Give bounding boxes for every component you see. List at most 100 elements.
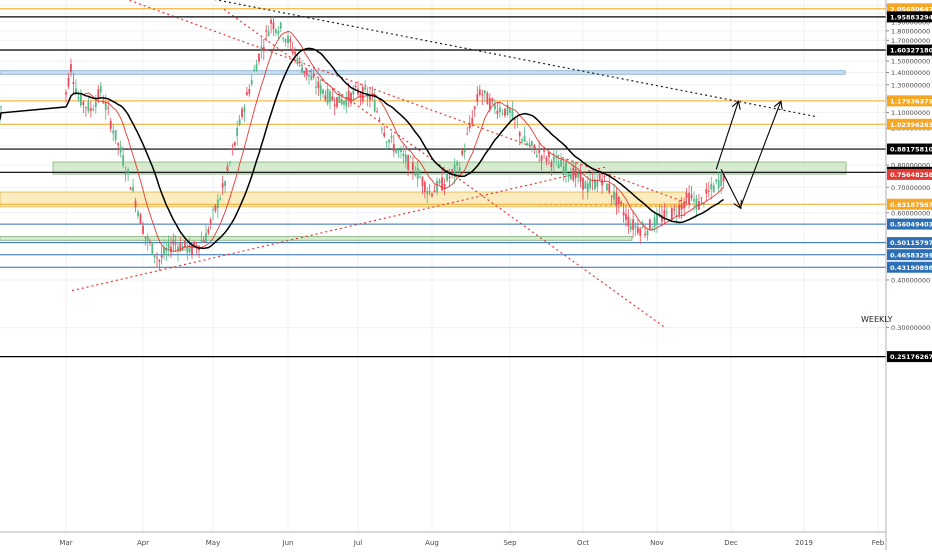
candle-body bbox=[84, 107, 87, 108]
candle-body bbox=[301, 67, 303, 73]
candle-body bbox=[236, 127, 239, 136]
candle-body bbox=[584, 181, 587, 189]
candle-body bbox=[526, 143, 528, 146]
candle-body bbox=[586, 183, 589, 193]
candle-body bbox=[582, 177, 584, 190]
candle-body bbox=[200, 240, 203, 242]
candle-body bbox=[603, 175, 606, 178]
candle-body bbox=[569, 174, 572, 180]
candle-body bbox=[412, 162, 414, 171]
candle-body bbox=[361, 86, 364, 102]
price-label: 0.25176267 bbox=[890, 353, 932, 361]
candle-body bbox=[451, 169, 454, 172]
candle-body bbox=[707, 190, 710, 193]
y-tick-label: 1.70000000 bbox=[891, 37, 930, 45]
candle-body bbox=[675, 214, 678, 216]
candle-body bbox=[160, 255, 163, 258]
candle-body bbox=[122, 155, 125, 166]
candle-body bbox=[326, 88, 329, 104]
candle-body bbox=[308, 74, 310, 77]
price-label-box bbox=[887, 198, 932, 210]
y-tick-label: 0.80000000 bbox=[891, 162, 930, 170]
candle-body bbox=[613, 191, 615, 200]
y-tick-label: 0.30000000 bbox=[891, 324, 930, 332]
candle-body bbox=[193, 241, 196, 247]
candle-body bbox=[87, 101, 90, 112]
price-label: 1.17936379 bbox=[890, 97, 932, 105]
candle-body bbox=[700, 197, 703, 199]
candle-body bbox=[380, 128, 383, 130]
candle-body bbox=[673, 208, 676, 211]
candle-body bbox=[224, 181, 226, 186]
candle-body bbox=[186, 245, 189, 253]
candle-body bbox=[538, 149, 541, 154]
candle-body bbox=[625, 214, 627, 220]
candle-body bbox=[509, 109, 511, 113]
resistance-zone-blue bbox=[0, 70, 846, 75]
candle-body bbox=[690, 194, 693, 199]
trendline-black-dotted bbox=[214, 0, 819, 118]
candle-body bbox=[458, 167, 461, 173]
candle-body bbox=[352, 90, 355, 95]
price-label: 0.75648258 bbox=[890, 171, 932, 179]
candle-body bbox=[296, 57, 299, 64]
x-tick-label: Feb bbox=[872, 539, 885, 547]
candle-body bbox=[468, 122, 471, 129]
candle-body bbox=[407, 155, 410, 170]
candle-body bbox=[158, 260, 161, 262]
candle-body bbox=[315, 86, 317, 88]
candle-body bbox=[0, 106, 2, 108]
candle-body bbox=[383, 132, 386, 137]
price-label-box bbox=[887, 95, 932, 107]
price-label: 0.46583299 bbox=[890, 251, 932, 259]
candle-body bbox=[127, 169, 129, 173]
arrow-down bbox=[720, 169, 740, 207]
candle-body bbox=[80, 93, 82, 106]
candle-body bbox=[617, 196, 620, 205]
candle-body bbox=[82, 101, 85, 106]
candle-body bbox=[620, 201, 623, 205]
candle-body bbox=[400, 149, 402, 152]
y-tick-label: 1.50000000 bbox=[891, 58, 930, 66]
candle-body bbox=[260, 46, 263, 50]
candle-body bbox=[565, 162, 567, 174]
candle-body bbox=[167, 241, 170, 249]
candle-body bbox=[562, 166, 565, 175]
time-axis[interactable]: Mar Apr May Jun Jul Aug Sep Oct Nov Dec 2019 Feb bbox=[0, 531, 886, 547]
price-axis[interactable]: 2.100000002.000000001.900000001.80000000… bbox=[885, 0, 932, 550]
candle-body bbox=[702, 203, 705, 205]
candle-body bbox=[419, 176, 421, 178]
candle-body bbox=[134, 200, 137, 208]
x-tick-label: May bbox=[206, 539, 220, 547]
x-tick-label: Jul bbox=[353, 539, 363, 547]
candle-body bbox=[347, 91, 350, 101]
candle-body bbox=[229, 162, 231, 164]
support-zone-green-low bbox=[0, 235, 633, 241]
candle-body bbox=[648, 219, 651, 230]
candle-body bbox=[574, 168, 577, 178]
x-tick-label: Jun bbox=[282, 539, 294, 547]
candle-body bbox=[262, 47, 265, 50]
price-label-box bbox=[887, 261, 932, 273]
candle-body bbox=[436, 180, 438, 192]
candle-body bbox=[605, 183, 608, 191]
candle-body bbox=[471, 117, 474, 124]
candle-body bbox=[188, 242, 191, 252]
candle-body bbox=[354, 86, 357, 88]
candle-body bbox=[137, 211, 139, 217]
candle-body bbox=[518, 131, 521, 137]
candle-body bbox=[294, 51, 296, 55]
candle-body bbox=[72, 82, 75, 84]
candle-body bbox=[75, 88, 77, 94]
candle-body bbox=[388, 139, 390, 143]
candle-body bbox=[329, 91, 331, 102]
candle-body bbox=[149, 241, 151, 243]
candle-body bbox=[632, 219, 635, 230]
candle-body bbox=[543, 150, 545, 152]
candle-body bbox=[255, 64, 258, 72]
candle-body bbox=[359, 94, 362, 97]
y-tick-label: 1.90000000 bbox=[891, 18, 930, 26]
candle-body bbox=[243, 107, 246, 112]
